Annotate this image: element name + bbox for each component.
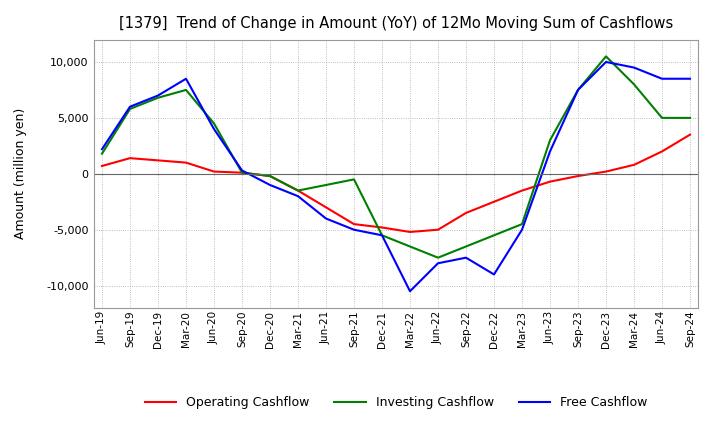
Operating Cashflow — [685, 132, 694, 137]
Free Cashflow — [181, 76, 190, 81]
Free Cashflow — [98, 147, 107, 152]
Free Cashflow — [405, 289, 414, 294]
Operating Cashflow — [602, 169, 611, 174]
Operating Cashflow — [210, 169, 218, 174]
Free Cashflow — [462, 255, 470, 260]
Operating Cashflow — [574, 173, 582, 179]
Investing Cashflow — [405, 244, 414, 249]
Free Cashflow — [266, 182, 274, 187]
Free Cashflow — [322, 216, 330, 221]
Investing Cashflow — [630, 82, 639, 87]
Investing Cashflow — [153, 95, 162, 100]
Investing Cashflow — [462, 244, 470, 249]
Operating Cashflow — [518, 188, 526, 193]
Title: [1379]  Trend of Change in Amount (YoY) of 12Mo Moving Sum of Cashflows: [1379] Trend of Change in Amount (YoY) o… — [119, 16, 673, 32]
Operating Cashflow — [238, 170, 246, 175]
Free Cashflow — [630, 65, 639, 70]
Operating Cashflow — [153, 158, 162, 163]
Investing Cashflow — [602, 54, 611, 59]
Free Cashflow — [574, 87, 582, 92]
Free Cashflow — [518, 227, 526, 232]
Operating Cashflow — [490, 199, 498, 205]
Investing Cashflow — [181, 87, 190, 92]
Free Cashflow — [657, 76, 666, 81]
Line: Operating Cashflow: Operating Cashflow — [102, 135, 690, 232]
Free Cashflow — [433, 260, 442, 266]
Investing Cashflow — [657, 115, 666, 121]
Operating Cashflow — [266, 173, 274, 179]
Operating Cashflow — [546, 179, 554, 184]
Operating Cashflow — [294, 188, 302, 193]
Free Cashflow — [294, 194, 302, 199]
Free Cashflow — [602, 59, 611, 65]
Legend: Operating Cashflow, Investing Cashflow, Free Cashflow: Operating Cashflow, Investing Cashflow, … — [140, 392, 652, 414]
Operating Cashflow — [657, 149, 666, 154]
Operating Cashflow — [126, 155, 135, 161]
Investing Cashflow — [574, 87, 582, 92]
Investing Cashflow — [433, 255, 442, 260]
Investing Cashflow — [350, 177, 359, 182]
Investing Cashflow — [98, 151, 107, 156]
Investing Cashflow — [322, 182, 330, 187]
Free Cashflow — [546, 149, 554, 154]
Free Cashflow — [126, 104, 135, 109]
Investing Cashflow — [490, 233, 498, 238]
Free Cashflow — [210, 126, 218, 132]
Operating Cashflow — [322, 205, 330, 210]
Operating Cashflow — [98, 163, 107, 169]
Operating Cashflow — [350, 221, 359, 227]
Operating Cashflow — [630, 162, 639, 168]
Free Cashflow — [685, 76, 694, 81]
Investing Cashflow — [685, 115, 694, 121]
Investing Cashflow — [294, 188, 302, 193]
Investing Cashflow — [126, 106, 135, 112]
Y-axis label: Amount (million yen): Amount (million yen) — [14, 108, 27, 239]
Investing Cashflow — [238, 170, 246, 175]
Investing Cashflow — [378, 233, 387, 238]
Line: Free Cashflow: Free Cashflow — [102, 62, 690, 291]
Free Cashflow — [153, 93, 162, 98]
Investing Cashflow — [546, 138, 554, 143]
Free Cashflow — [350, 227, 359, 232]
Operating Cashflow — [462, 210, 470, 216]
Free Cashflow — [238, 168, 246, 173]
Investing Cashflow — [210, 121, 218, 126]
Investing Cashflow — [518, 221, 526, 227]
Free Cashflow — [378, 233, 387, 238]
Operating Cashflow — [378, 225, 387, 230]
Operating Cashflow — [181, 160, 190, 165]
Investing Cashflow — [266, 173, 274, 179]
Operating Cashflow — [433, 227, 442, 232]
Operating Cashflow — [405, 229, 414, 235]
Free Cashflow — [490, 272, 498, 277]
Line: Investing Cashflow: Investing Cashflow — [102, 56, 690, 258]
